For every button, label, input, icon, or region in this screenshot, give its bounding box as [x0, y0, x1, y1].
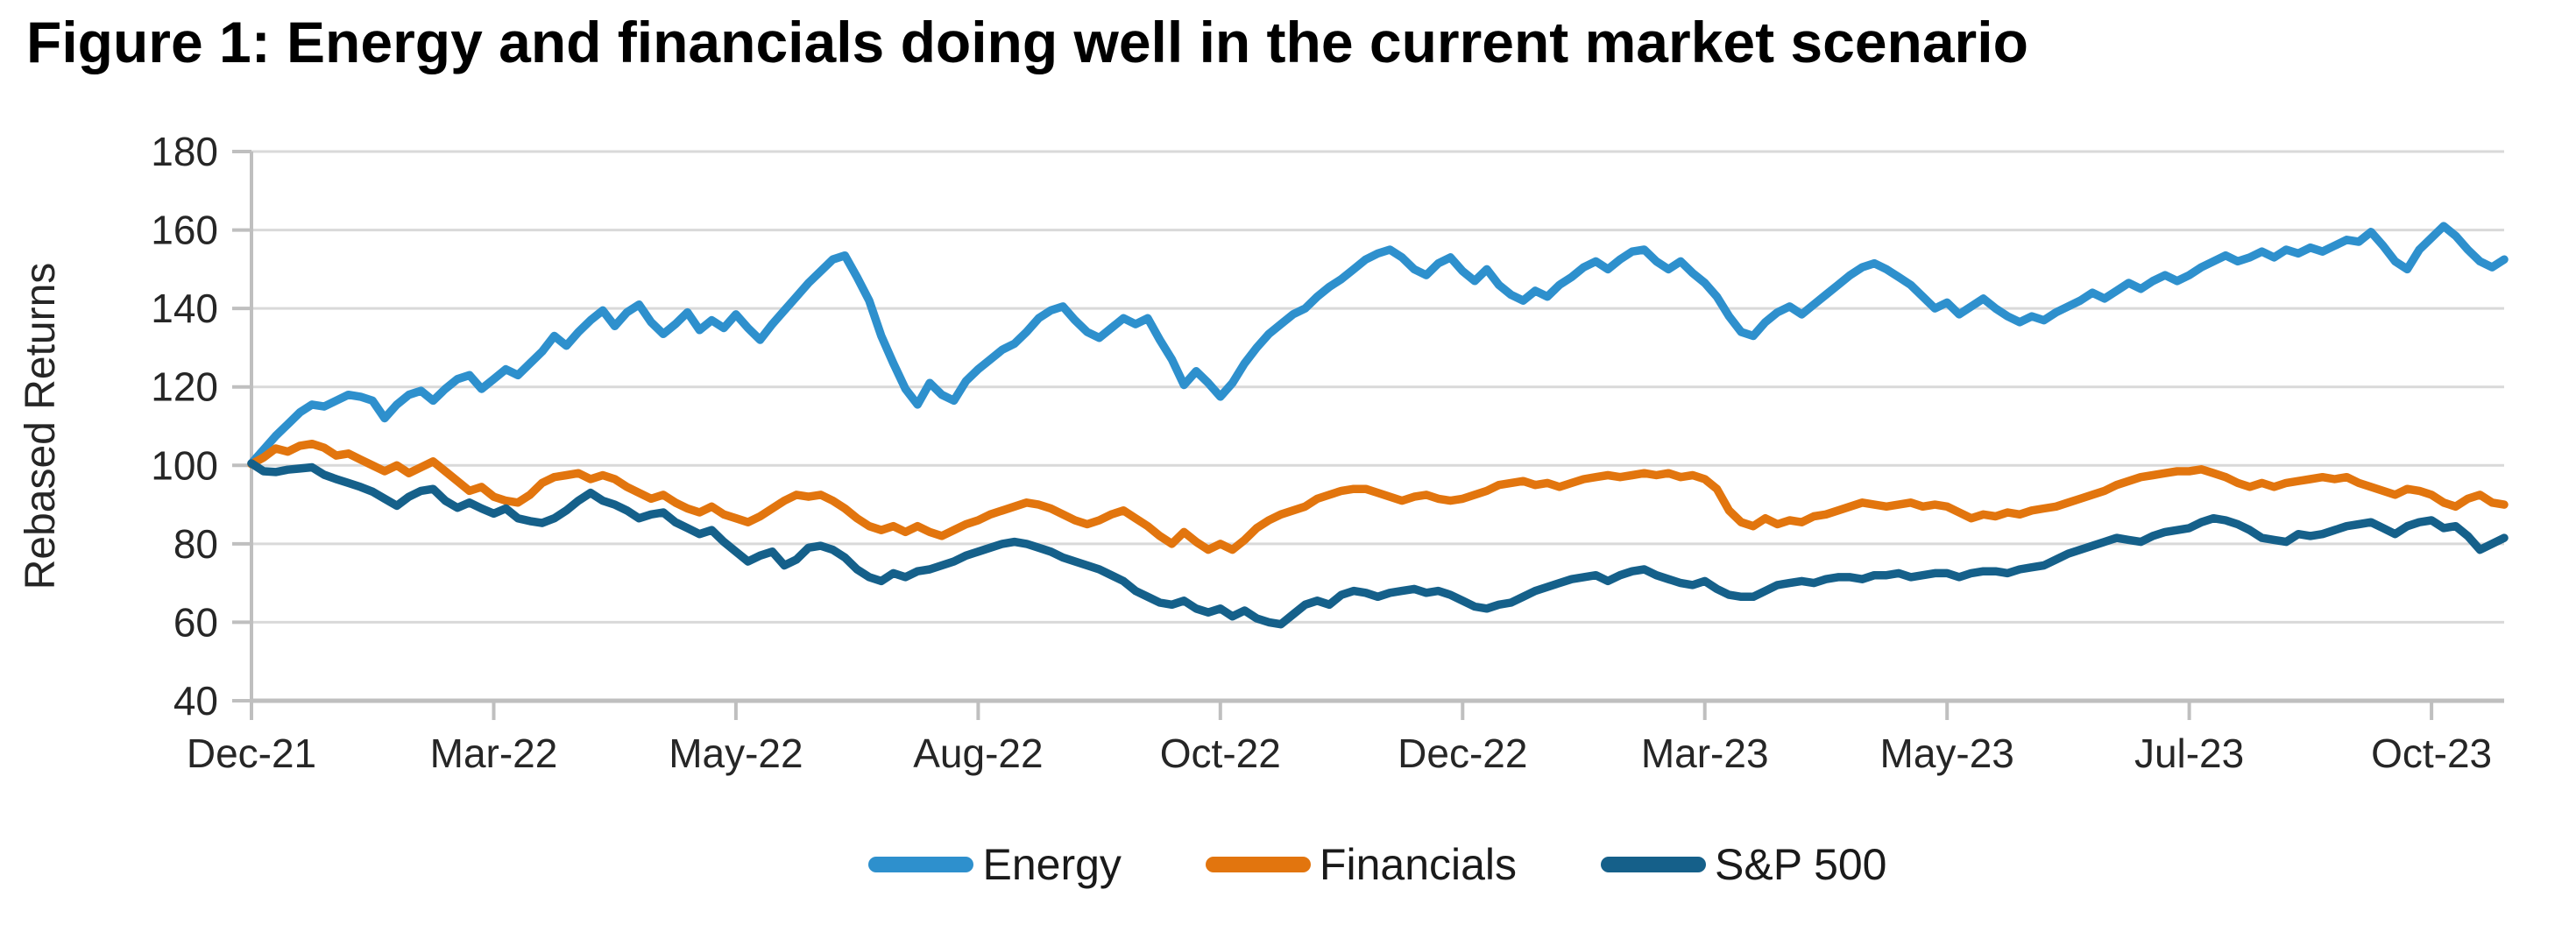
legend-label-energy: Energy	[982, 840, 1122, 889]
y-axis-title: Rebased Returns	[18, 263, 64, 590]
y-tick-label: 100	[151, 442, 218, 488]
legend-swatch-financials	[1205, 857, 1311, 872]
x-tick-label: May-22	[669, 731, 803, 776]
x-tick-label: Dec-21	[187, 731, 316, 776]
legend-item-energy: Energy	[868, 839, 1122, 890]
legend-label-s-p-500: S&P 500	[1715, 840, 1887, 889]
x-tick-label: Oct-22	[1160, 731, 1281, 776]
legend-swatch-energy	[868, 857, 974, 872]
legend-swatch-s-p-500	[1601, 857, 1707, 872]
x-tick-label: Mar-22	[430, 731, 558, 776]
series-line-financials	[247, 439, 2509, 554]
x-tick-label: Oct-23	[2371, 731, 2492, 776]
legend-label-financials: Financials	[1319, 840, 1518, 889]
y-tick-label: 140	[151, 286, 218, 331]
y-tick-label: 160	[151, 208, 218, 253]
x-tick-label: Mar-23	[1641, 731, 1769, 776]
y-tick-label: 40	[173, 678, 218, 724]
series-line-s-p-500	[247, 459, 2509, 629]
y-tick-label: 180	[151, 129, 218, 174]
y-tick-label: 60	[173, 599, 218, 645]
legend-item-s-p-500: S&P 500	[1601, 839, 1887, 890]
series-line-energy	[247, 222, 2509, 468]
x-tick-label: Jul-23	[2134, 731, 2244, 776]
legend-item-financials: Financials	[1205, 839, 1518, 890]
x-tick-label: Aug-22	[913, 731, 1043, 776]
y-tick-label: 80	[173, 521, 218, 567]
figure-title: Figure 1: Energy and financials doing we…	[26, 10, 2028, 74]
chart-legend: Energy Financials S&P 500	[251, 839, 2504, 890]
x-tick-label: May-23	[1880, 731, 2014, 776]
x-tick-label: Dec-22	[1398, 731, 1527, 776]
y-tick-label: 120	[151, 364, 218, 410]
